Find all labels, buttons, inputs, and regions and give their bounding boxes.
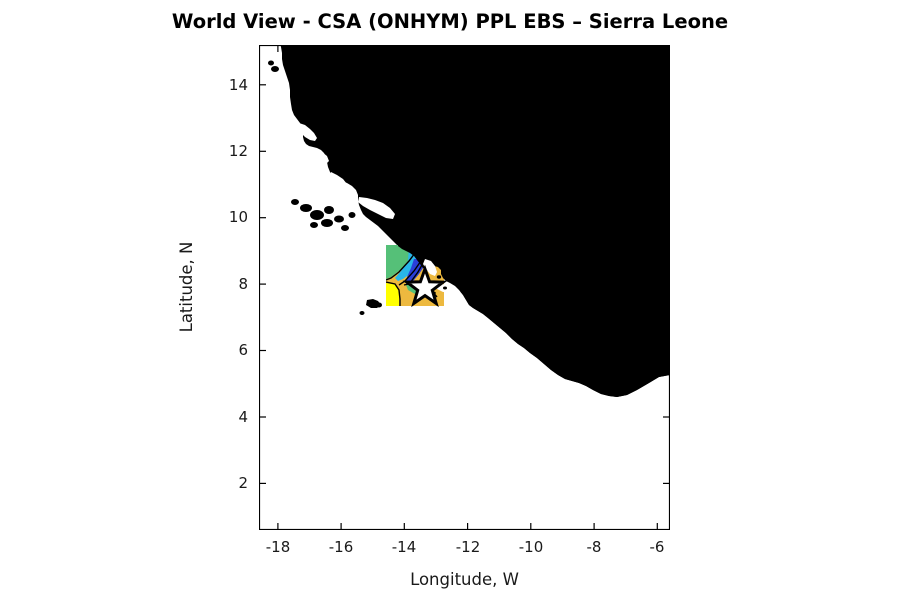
coastal-inlet-1 (298, 123, 317, 141)
y-tick-label: 14 (228, 76, 248, 94)
contour-band-yellow (386, 283, 399, 306)
y-axis-ticks (259, 84, 670, 484)
x-tick-label: -10 (518, 538, 544, 556)
y-tick-label: 10 (228, 208, 248, 226)
x-tick-label: -16 (328, 538, 354, 556)
landmass-overlay-coast (398, 45, 670, 397)
x-axis-ticks (277, 45, 658, 530)
y-tick-label: 12 (228, 142, 248, 160)
x-tick-label: -14 (391, 538, 417, 556)
y-tick-label: 8 (238, 275, 248, 293)
y-tick-label: 2 (238, 474, 248, 492)
axes-frame (259, 45, 670, 530)
coastal-inlet-2 (314, 149, 329, 164)
y-tick-label: 4 (238, 408, 248, 426)
coastal-inlet-3 (330, 172, 347, 187)
freetown-peninsula (366, 299, 381, 308)
x-tick-label: -8 (586, 538, 602, 556)
x-tick-label: -12 (455, 538, 481, 556)
y-axis-label: Latitude, N (177, 241, 196, 333)
site-marker-star[interactable] (402, 264, 448, 308)
bissagos-channel (358, 197, 395, 219)
plot-area[interactable] (259, 45, 670, 530)
bissagos-islands (291, 199, 356, 231)
coastal-bay-white (423, 259, 437, 276)
y-tick-label: 6 (238, 341, 248, 359)
x-axis-label: Longitude, W (410, 570, 519, 589)
x-tick-label: -6 (649, 538, 665, 556)
x-tick-label: -18 (265, 538, 291, 556)
page-title: World View - CSA (ONHYM) PPL EBS – Sierr… (171, 10, 729, 33)
contour-band-blue-inner (406, 259, 419, 284)
map-svg[interactable] (259, 45, 670, 530)
